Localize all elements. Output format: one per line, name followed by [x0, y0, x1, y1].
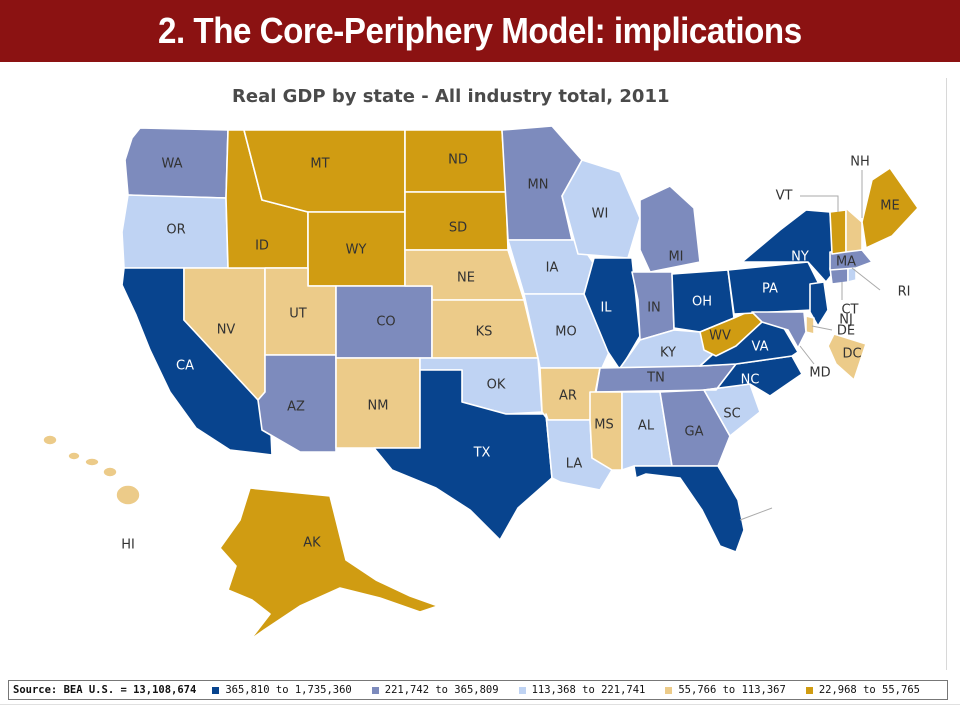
- state-labels: WA OR CA NV ID MT WY UT AZ CO NM ND SD N…: [121, 153, 910, 553]
- label-SC: SC: [723, 407, 740, 422]
- state-MD: [751, 311, 807, 349]
- state-WV: [699, 309, 763, 357]
- state-FL: [633, 465, 745, 553]
- legend-item: 221,742 to 365,809: [371, 684, 499, 696]
- label-PA: PA: [762, 282, 778, 297]
- state-HI: [102, 466, 118, 478]
- label-MO: MO: [555, 325, 576, 340]
- legend-swatch: [212, 686, 220, 694]
- label-LA: LA: [566, 457, 583, 472]
- label-HI: HI: [121, 538, 135, 553]
- label-AK: AK: [303, 536, 321, 551]
- legend-item: 22,968 to 55,765: [805, 684, 920, 696]
- label-KS: KS: [476, 325, 493, 340]
- state-HI: [67, 451, 81, 461]
- label-MD: MD: [809, 366, 830, 381]
- label-OK: OK: [487, 378, 506, 393]
- label-NC: NC: [741, 373, 760, 388]
- state-DE: [805, 315, 815, 335]
- legend-label: 55,766 to 113,367: [678, 684, 786, 696]
- label-AR: AR: [559, 389, 577, 404]
- label-IL: IL: [600, 301, 612, 316]
- label-IA: IA: [546, 261, 559, 276]
- label-AL: AL: [638, 419, 655, 434]
- legend-label: 22,968 to 55,765: [818, 684, 920, 696]
- slide-title-bar: 2. The Core-Periphery Model: implication…: [0, 0, 960, 62]
- state-NH: [845, 207, 863, 253]
- label-NH: NH: [850, 155, 870, 170]
- legend-label: 221,742 to 365,809: [384, 684, 499, 696]
- map-title: Real GDP by state - All industry total, …: [232, 86, 670, 107]
- label-ME: ME: [880, 199, 899, 214]
- label-GA: GA: [685, 425, 704, 440]
- label-VT: VT: [776, 189, 793, 204]
- state-NJ: [809, 281, 829, 327]
- bottom-rule: [0, 704, 960, 705]
- legend-swatch: [371, 686, 379, 694]
- legend-label: 113,368 to 221,741: [531, 684, 646, 696]
- state-HI: [42, 434, 58, 446]
- label-TN: TN: [646, 371, 665, 386]
- slide-title: 2. The Core-Periphery Model: implication…: [158, 10, 802, 51]
- label-DC: DC: [842, 347, 861, 362]
- label-TX: TX: [473, 446, 491, 461]
- legend-item: 55,766 to 113,367: [665, 684, 786, 696]
- label-WV: WV: [709, 329, 731, 344]
- label-ID: ID: [255, 239, 269, 254]
- state-DC: [827, 333, 867, 381]
- legend-item: 365,810 to 1,735,360: [212, 684, 352, 696]
- state-AK: [219, 487, 439, 641]
- hawaii-islands: [42, 434, 141, 506]
- state-ME: [861, 167, 919, 249]
- label-FL: FL: [779, 502, 794, 517]
- label-KY: KY: [660, 346, 676, 361]
- label-UT: UT: [289, 307, 307, 322]
- label-DE: DE: [837, 324, 855, 339]
- legend-label: 365,810 to 1,735,360: [225, 684, 352, 696]
- map-legend: Source: BEA U.S. = 13,108,674 365,810 to…: [8, 680, 948, 700]
- legend-source: Source: BEA U.S. = 13,108,674: [13, 684, 197, 696]
- state-MI: [639, 185, 701, 273]
- legend-swatch: [518, 686, 526, 694]
- label-NM: NM: [368, 399, 389, 414]
- state-HI: [115, 484, 141, 506]
- state-GA: [659, 389, 731, 467]
- state-HI: [84, 457, 100, 467]
- label-NJ: NJ: [839, 313, 853, 328]
- label-ND: ND: [448, 153, 468, 168]
- label-VA: VA: [752, 340, 769, 355]
- label-OH: OH: [692, 295, 712, 310]
- legend-item: 113,368 to 221,741: [518, 684, 646, 696]
- label-CO: CO: [376, 315, 395, 330]
- label-MA: MA: [836, 255, 856, 270]
- callout-lines: [739, 170, 881, 521]
- label-WA: WA: [161, 157, 182, 172]
- label-MI: MI: [668, 250, 683, 265]
- label-NY: NY: [791, 250, 809, 265]
- label-MT: MT: [310, 157, 329, 172]
- label-OR: OR: [166, 223, 185, 238]
- label-CT: CT: [841, 303, 858, 318]
- label-RI: RI: [898, 285, 911, 300]
- label-SD: SD: [449, 221, 467, 236]
- label-NE: NE: [457, 271, 475, 286]
- state-VT: [829, 209, 847, 255]
- label-WY: WY: [346, 243, 367, 258]
- label-MN: MN: [528, 178, 549, 193]
- label-NV: NV: [217, 323, 236, 338]
- state-TX: [373, 369, 553, 541]
- label-IN: IN: [647, 301, 661, 316]
- label-MS: MS: [594, 418, 613, 433]
- legend-swatch: [665, 686, 673, 694]
- label-CA: CA: [176, 359, 194, 374]
- label-WI: WI: [592, 207, 609, 222]
- legend-swatch: [805, 686, 813, 694]
- label-AZ: AZ: [287, 400, 305, 415]
